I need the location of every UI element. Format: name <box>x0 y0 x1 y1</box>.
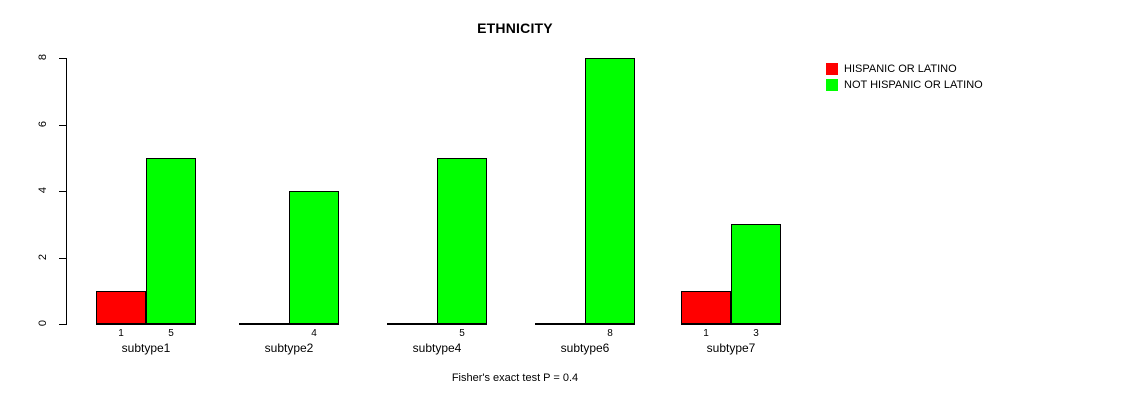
group-baseline <box>239 324 339 325</box>
footer-note: Fisher's exact test P = 0.4 <box>0 372 1140 384</box>
y-axis-tick-mark <box>59 191 66 192</box>
group-label: subtype6 <box>560 341 610 355</box>
chart-title-text: ETHNICITY <box>477 20 553 36</box>
bar-value-label: 4 <box>311 328 317 339</box>
bar <box>387 323 437 324</box>
bar-value-label: 1 <box>703 328 709 339</box>
group-label: subtype1 <box>121 341 171 355</box>
group-baseline <box>681 324 781 325</box>
y-axis-tick-mark <box>59 257 66 259</box>
bar <box>289 191 339 324</box>
group-label: subtype2 <box>264 341 314 355</box>
bar <box>146 157 196 324</box>
legend-item: NOT HISPANIC OR LATINO <box>826 77 983 92</box>
bar-value-label: 5 <box>168 328 174 339</box>
y-axis-tick-mark <box>59 124 66 126</box>
group-baseline <box>535 324 635 325</box>
chart-title: ETHNICITY <box>0 20 1140 36</box>
bar <box>731 224 781 324</box>
legend-label-not-hispanic-or-latino: NOT HISPANIC OR LATINO <box>844 78 983 91</box>
group-baseline <box>387 324 487 325</box>
bar-value-label: 3 <box>753 328 759 339</box>
legend-swatch-not-hispanic-or-latino <box>826 78 838 91</box>
bar-value-label: 8 <box>607 328 613 339</box>
bar <box>535 323 585 324</box>
group-label: subtype7 <box>706 341 756 355</box>
legend-item: HISPANIC OR LATINO <box>826 61 983 76</box>
legend: HISPANIC OR LATINO NOT HISPANIC OR LATIN… <box>826 61 983 93</box>
bar <box>96 290 146 324</box>
bar <box>585 58 635 324</box>
bar <box>239 323 289 324</box>
legend-swatch-hispanic-or-latino <box>826 62 838 75</box>
bar-value-label: 1 <box>118 328 124 339</box>
group-baseline <box>96 324 196 325</box>
group-label: subtype4 <box>412 341 462 355</box>
y-axis-tick-mark <box>59 324 66 325</box>
bar-value-label: 5 <box>459 328 465 339</box>
y-axis-line <box>66 58 67 325</box>
bar <box>681 290 731 324</box>
y-axis-tick-mark <box>59 58 66 59</box>
footer-note-text: Fisher's exact test P = 0.4 <box>451 372 579 384</box>
legend-label-hispanic-or-latino: HISPANIC OR LATINO <box>844 62 957 75</box>
bar <box>437 157 487 324</box>
